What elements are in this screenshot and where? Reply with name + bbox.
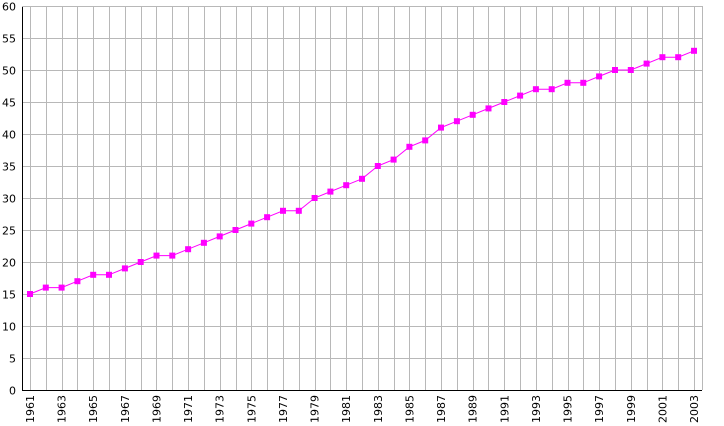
data-point-marker: [359, 175, 365, 182]
y-tick-label: 10: [2, 321, 16, 334]
data-point-marker: [659, 54, 666, 61]
x-tick-label: 2003: [688, 395, 701, 423]
data-point-marker: [327, 188, 334, 195]
x-tick-label: 1963: [56, 395, 69, 423]
data-point-marker: [517, 92, 524, 99]
x-tick-label: 1973: [214, 395, 227, 423]
grid-layer: [22, 6, 702, 390]
x-tick-label: 1993: [530, 395, 543, 423]
data-point-marker: [295, 207, 302, 214]
data-point-marker: [311, 195, 318, 201]
data-point-marker: [264, 214, 271, 221]
data-point-marker: [564, 79, 571, 86]
data-point-marker: [343, 182, 350, 189]
data-point-marker: [200, 239, 207, 246]
series-layer: [27, 47, 697, 297]
data-point-marker: [691, 47, 697, 54]
data-point-marker: [548, 86, 555, 93]
y-tick-label: 0: [9, 385, 16, 398]
data-point-marker: [153, 252, 160, 259]
data-point-marker: [643, 60, 650, 67]
x-tick-label: 1999: [625, 395, 638, 423]
x-tick-label: 1975: [245, 395, 258, 423]
y-tick-label: 30: [2, 193, 16, 206]
y-tick-label: 35: [2, 161, 16, 174]
x-tick-label: 1989: [467, 395, 480, 423]
data-point-marker: [580, 79, 587, 86]
x-tick-label: 1995: [562, 395, 575, 423]
y-tick-label: 50: [2, 65, 16, 78]
data-point-marker: [169, 252, 176, 259]
y-tick-label: 15: [2, 289, 16, 302]
data-point-marker: [406, 143, 413, 150]
x-tick-label: 1985: [403, 395, 416, 423]
x-tick-label: 1981: [340, 395, 353, 423]
data-point-marker: [280, 207, 286, 214]
data-point-marker: [675, 54, 682, 61]
data-point-marker: [422, 137, 429, 144]
y-tick-label: 25: [2, 225, 16, 238]
data-point-marker: [27, 291, 33, 297]
data-point-marker: [485, 105, 492, 112]
x-tick-label: 1991: [498, 395, 511, 423]
x-tick-label: 1965: [87, 395, 100, 423]
data-point-marker: [232, 227, 239, 233]
data-point-marker: [42, 284, 49, 291]
x-tick-label: 1971: [182, 395, 195, 423]
x-tick-label: 1967: [119, 395, 132, 423]
data-point-marker: [469, 111, 476, 118]
data-point-marker: [121, 265, 128, 272]
x-tick-label: 1983: [372, 395, 385, 423]
data-point-marker: [74, 278, 81, 285]
data-point-marker: [438, 124, 444, 131]
x-tick-label: 2001: [656, 395, 669, 423]
x-tick-label: 1979: [309, 395, 322, 423]
x-tick-label: 1969: [150, 395, 163, 423]
data-point-marker: [216, 233, 223, 240]
data-point-marker: [612, 67, 618, 73]
x-tick-label: 1961: [24, 395, 37, 423]
y-tick-label: 60: [2, 1, 16, 14]
data-point-marker: [248, 220, 255, 227]
data-point-marker: [532, 86, 539, 93]
data-point-marker: [627, 67, 634, 73]
y-tick-label: 45: [2, 97, 16, 110]
data-point-marker: [453, 118, 460, 125]
x-tick-label: 1997: [593, 395, 606, 423]
data-point-marker: [137, 259, 144, 265]
data-point-marker: [185, 246, 192, 253]
data-point-marker: [58, 284, 65, 291]
y-tick-label: 20: [2, 257, 16, 270]
y-tick-label: 5: [9, 353, 16, 366]
data-point-marker: [90, 271, 97, 278]
x-tick-label: 1987: [435, 395, 448, 423]
data-point-marker: [596, 73, 603, 80]
x-tick-label: 1977: [277, 395, 290, 423]
y-tick-label: 55: [2, 33, 16, 46]
tick-label-layer: 0 5 10 15 20 25 30 35 40 45 50 55 60 1961 1963 1965 1967…: [2, 1, 701, 424]
data-point-marker: [374, 163, 381, 169]
data-point-marker: [501, 99, 508, 105]
y-tick-label: 40: [2, 129, 16, 142]
data-point-marker: [106, 271, 112, 278]
axis-layer: [22, 6, 703, 391]
data-point-marker: [390, 156, 397, 163]
